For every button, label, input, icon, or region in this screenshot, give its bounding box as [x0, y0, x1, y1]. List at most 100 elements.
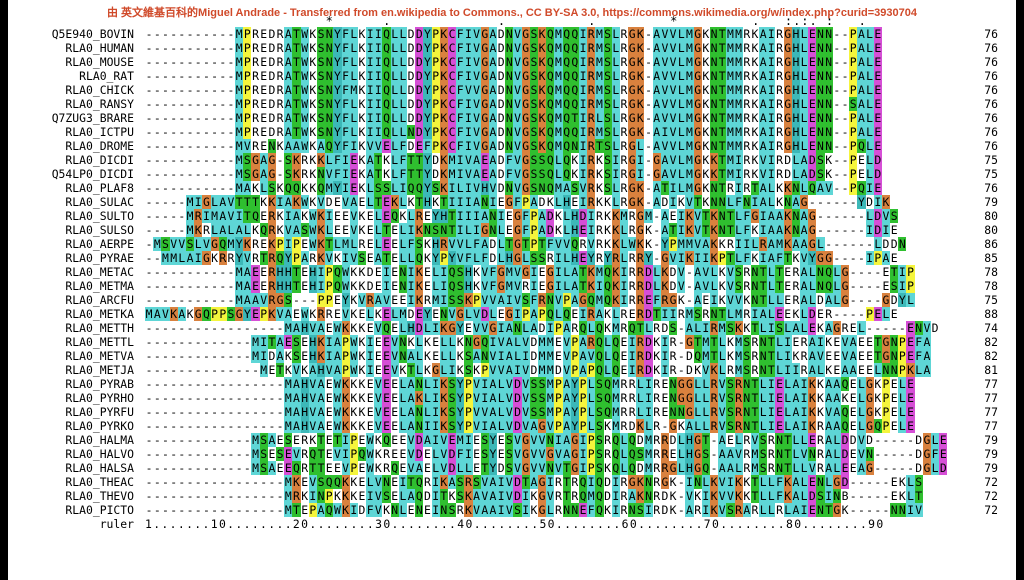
sequence-name: RLA0_HALMA	[65, 433, 134, 447]
sequence-residues: -----------MPREDRATWKSNYFLKIIQLLDDYPKCFI…	[145, 55, 882, 69]
sequence-residues: -----------MPREDRATWKSNYFLKIIQLLDDYPKCFI…	[145, 69, 882, 83]
sequence-residues: -----------------MRKINPKKKEIVSELAQDITKSK…	[145, 489, 923, 503]
sequence-residues: -----------MAAVRGS---PPEYKVRAVEEIKRMISSK…	[145, 293, 915, 307]
sequence-length: 79	[984, 433, 998, 447]
sequence-name: Q7ZUG3_BRARE	[51, 111, 134, 125]
sequence-residues: -----------MPREDRATWKSNYFLKIIQLLDDYPKCFI…	[145, 111, 882, 125]
conservation-mark: :	[801, 14, 809, 28]
sequence-length: 86	[984, 237, 998, 251]
sequence-length: 76	[984, 69, 998, 83]
sequence-length: 76	[984, 41, 998, 55]
sequence-residues: -----------MAEERHHTEHIPQWKKDEIENIKELIQSH…	[145, 265, 915, 279]
sequence-length: 79	[984, 461, 998, 475]
sequence-residues: -----------------MAHVAEWKKKEVEELANLIKSYP…	[145, 377, 915, 391]
sequence-residues: -----------MAKLSKQQKKQMYIEKLSSLIQQYSKILI…	[145, 181, 882, 195]
sequence-length: 85	[984, 251, 998, 265]
sequence-length: 76	[984, 181, 998, 195]
sequence-residues: -------------MSAESERKTETIPEWKQEEVDAIVEMI…	[145, 433, 948, 447]
conservation-mark: :	[825, 14, 834, 28]
sequence-name: RLA0_SULTO	[65, 209, 134, 223]
sequence-name: RLA0_HALVO	[65, 447, 134, 461]
sequence-residues: -----------MSGAG-SKRKKLFIEKATKLFTTYDKMIV…	[145, 153, 882, 167]
sequence-residues: -------------MITAESEHKIAPWKIEEVNKLKELLKN…	[145, 335, 931, 349]
sequence-length: 72	[984, 503, 998, 517]
sequence-length: 74	[984, 321, 998, 335]
sequence-length: 72	[984, 475, 998, 489]
sequence-name: RLA0_METKA	[65, 307, 134, 321]
sequence-length: 76	[984, 97, 998, 111]
sequence-name: RLA0_CHICK	[65, 83, 134, 97]
sequence-length: 75	[984, 293, 998, 307]
sequence-residues: --------------METKVKAHVAPWKIEEVKTLKGLIKS…	[145, 363, 931, 377]
sequence-length: 76	[984, 125, 998, 139]
sequence-name: RLA0_METTL	[65, 335, 134, 349]
sequence-residues: MAVKAKGQPPSGYEPKVAEWKRREVKELKELMDEYENVGL…	[145, 307, 898, 321]
ruler-scale: 1.......10........20........30........40…	[145, 517, 885, 531]
sequence-name: RLA0_PICTO	[65, 503, 134, 517]
sequence-name: RLA0_SULSO	[65, 223, 134, 237]
sequence-length: 77	[984, 391, 998, 405]
conservation-mark: .	[793, 14, 801, 28]
sequence-name: RLA0_DICDI	[65, 153, 134, 167]
sequence-length: 77	[984, 419, 998, 433]
sequence-length: 75	[984, 167, 998, 181]
sequence-length: 78	[984, 279, 998, 293]
sequence-name: RLA0_PYRKO	[65, 419, 134, 433]
sequence-length: 75	[984, 153, 998, 167]
sequence-residues: -----MIGLAVTTTKKIAKWKVDEVAELTEKLKTHKTIII…	[145, 195, 891, 209]
sequence-name: RLA0_RAT	[79, 69, 134, 83]
sequence-length: 82	[984, 349, 998, 363]
sequence-name: RLA0_METJA	[65, 363, 134, 377]
sequence-residues: -------------MSESEVRQTEVIPQWKREEVDELVDFI…	[145, 447, 948, 461]
conservation-mark: :	[784, 14, 793, 28]
sequence-residues: -----------MSGAG-SKRKNVFIEKATKLFTTYDKMIV…	[145, 167, 882, 181]
alignment-panel: 由 英文維基百科的Miguel Andrade - Transferred fr…	[8, 0, 1016, 580]
sequence-name: RLA0_HUMAN	[65, 41, 134, 55]
conservation-mark: .	[588, 14, 596, 28]
sequence-residues: -----------MPREDRATWKSNYFLKIIQLLDDYPKCFI…	[145, 97, 882, 111]
sequence-residues: -----------------MAHVAEWKKKEVEELAKLIKSYP…	[145, 391, 915, 405]
sequence-name: RLA0_SULAC	[65, 195, 134, 209]
sequence-length: 81	[984, 363, 998, 377]
sequence-length: 79	[984, 195, 998, 209]
sequence-length: 80	[984, 209, 998, 223]
sequence-length: 78	[984, 265, 998, 279]
sequence-residues: -----------------MKEVSQQKKELVNEITQRIKASR…	[145, 475, 923, 489]
sequence-name: RLA0_THEAC	[65, 475, 134, 489]
sequence-length: 80	[984, 223, 998, 237]
sequence-length: 76	[984, 139, 998, 153]
conservation-mark: .	[752, 14, 760, 28]
sequence-name: RLA0_DROME	[65, 139, 134, 153]
conservation-mark: .	[497, 14, 506, 28]
sequence-residues: -----MKRLALALKQRKVASWKLEEVKELTELIKNSNTIL…	[145, 223, 898, 237]
sequence-length: 72	[984, 489, 998, 503]
attribution-credit: 由 英文維基百科的Miguel Andrade - Transferred fr…	[107, 7, 917, 19]
sequence-length: 76	[984, 83, 998, 97]
sequence-length: 76	[984, 111, 998, 125]
sequence-residues: -----------MPREDRATWKSNYFLKIIQLLNDYPKCFI…	[145, 125, 882, 139]
sequence-name: RLA0_PYRAE	[65, 251, 134, 265]
sequence-residues: -----------MPREDRATWKSNYFLKIIQLLDDYPKCFI…	[145, 41, 882, 55]
ruler-label: ruler	[99, 517, 134, 531]
sequence-name: RLA0_ARCFU	[65, 293, 134, 307]
sequence-name: RLA0_METMA	[65, 279, 134, 293]
sequence-name: RLA0_MOUSE	[65, 55, 134, 69]
sequence-name: RLA0_PYRHO	[65, 391, 134, 405]
sequence-residues: -------------MSAEEQRTTEEVPEWKRQEVAELVDLL…	[145, 461, 948, 475]
sequence-name: RLA0_THEVO	[65, 489, 134, 503]
sequence-residues: -----MRIMAVITQERKIAKWKIEEVKELEQKLREYHTII…	[145, 209, 899, 223]
sequence-length: 76	[984, 27, 998, 41]
sequence-name: RLA0_ICTPU	[65, 125, 134, 139]
sequence-length: 79	[984, 447, 998, 461]
sequence-length: 77	[984, 377, 998, 391]
conservation-mark: .	[809, 14, 817, 28]
sequence-residues: -----------MVRENKAAWKAQYFIKVVELFDEFPKCFI…	[145, 139, 882, 153]
sequence-residues: -----------MPREDRATWKSNYFLKIIQLLDDYPKCFI…	[145, 27, 882, 41]
sequence-residues: --MMLAIGKRRYVRTRQYPARKVKIVSEATELLQKYPYVF…	[145, 251, 898, 265]
sequence-length: 88	[984, 307, 998, 321]
sequence-name: Q5E940_BOVIN	[51, 27, 134, 41]
sequence-residues: -----------------MAHVAEWKKKEVQELHDLIKGYE…	[145, 321, 939, 335]
sequence-length: 77	[984, 405, 998, 419]
sequence-residues: -MSVVSLVGQMYKREKPIPEWKTLMLRELEELFSKHRVVL…	[145, 237, 907, 251]
